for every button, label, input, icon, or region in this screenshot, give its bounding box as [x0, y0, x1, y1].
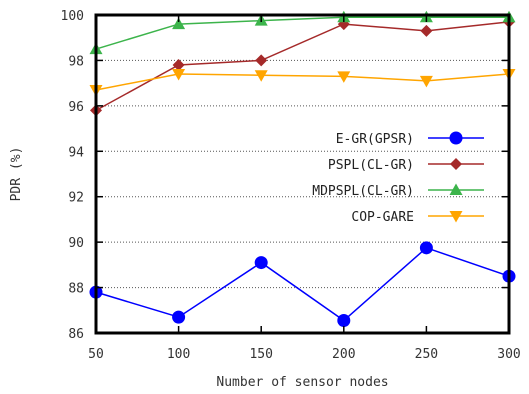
legend-marker [449, 131, 463, 145]
x-tick-label: 200 [332, 347, 355, 362]
x-tick-label: 300 [497, 347, 520, 362]
data-point [172, 310, 186, 324]
legend-label: PSPL(CL-GR) [328, 158, 414, 173]
data-point [255, 54, 268, 67]
series-line [95, 246, 510, 322]
x-tick-label: 50 [88, 347, 104, 362]
y-tick-label: 88 [68, 282, 84, 297]
axis-ticks: 86 88 90 92 94 96 98 100 50 100 150 200 250 300 [61, 9, 521, 362]
series-2 [89, 10, 516, 55]
grid [96, 59, 509, 289]
y-tick-label: 100 [61, 9, 84, 24]
data-point [172, 69, 186, 81]
data-point [419, 241, 433, 255]
y-axis-title: PDR (%) [9, 147, 24, 202]
data-point [420, 24, 433, 37]
data-point [172, 58, 185, 71]
legend-entry-1: PSPL(CL-GR) [328, 158, 484, 173]
data-point [337, 314, 351, 328]
data-point [419, 75, 433, 88]
y-tick-label: 92 [68, 191, 84, 206]
x-tick-label: 100 [167, 347, 190, 362]
legend-label: MDPSPL(CL-GR) [312, 184, 414, 199]
legend-label: E-GR(GPSR) [336, 132, 414, 147]
y-tick-label: 94 [68, 145, 84, 160]
legend: E-GR(GPSR) PSPL(CL-GR) MDPSPL(CL-GR) COP-GA… [312, 131, 484, 225]
legend-entry-2: MDPSPL(CL-GR) [312, 183, 484, 199]
legend-entry-0: E-GR(GPSR) [336, 131, 484, 147]
series-line [95, 16, 509, 50]
legend-entry-3: COP-GARE [351, 210, 484, 225]
x-tick-label: 150 [249, 347, 272, 362]
series-line [95, 21, 510, 112]
legend-marker [449, 211, 463, 223]
y-tick-label: 90 [68, 236, 84, 251]
legend-marker [450, 158, 462, 170]
plot-frame [94, 13, 511, 335]
y-tick-label: 86 [68, 327, 84, 342]
series-layer [89, 10, 516, 328]
data-point [172, 17, 186, 30]
series-3 [89, 69, 516, 97]
y-tick-label: 98 [68, 54, 84, 69]
legend-marker [449, 183, 463, 195]
y-tick-label: 96 [68, 100, 84, 115]
data-point [337, 71, 351, 83]
series-line [95, 73, 510, 91]
data-point [254, 70, 268, 82]
series-0 [89, 241, 516, 328]
data-point [254, 256, 268, 270]
legend-label: COP-GARE [351, 210, 414, 225]
x-tick-label: 250 [415, 347, 438, 362]
x-axis-title: Number of sensor nodes [216, 375, 388, 390]
